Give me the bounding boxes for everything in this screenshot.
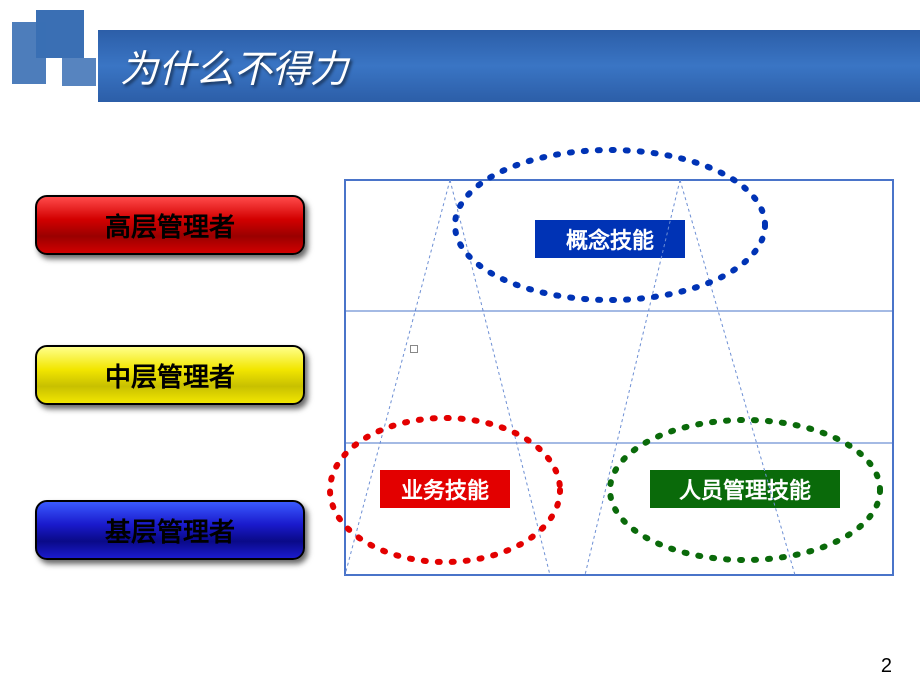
mgr-high-label: 高层管理者 bbox=[105, 207, 235, 244]
page-title: 为什么不得力 bbox=[120, 38, 348, 93]
header: 为什么不得力 bbox=[0, 0, 920, 105]
mgr-high-button: 高层管理者 bbox=[35, 195, 305, 255]
skill-people-label: 人员管理技能 bbox=[679, 473, 811, 505]
pointer-marker bbox=[410, 345, 418, 353]
skill-business-box: 业务技能 bbox=[380, 470, 510, 508]
mgr-base-label: 基层管理者 bbox=[105, 512, 235, 549]
skill-concept-label: 概念技能 bbox=[566, 223, 654, 255]
mgr-base-button: 基层管理者 bbox=[35, 500, 305, 560]
accent-block-3 bbox=[62, 58, 96, 86]
mgr-middle-label: 中层管理者 bbox=[105, 357, 235, 394]
skill-business-label: 业务技能 bbox=[401, 473, 489, 505]
accent-block-2 bbox=[12, 22, 46, 84]
mgr-middle-button: 中层管理者 bbox=[35, 345, 305, 405]
skill-people-box: 人员管理技能 bbox=[650, 470, 840, 508]
skill-concept-box: 概念技能 bbox=[535, 220, 685, 258]
page-number: 2 bbox=[881, 655, 892, 678]
